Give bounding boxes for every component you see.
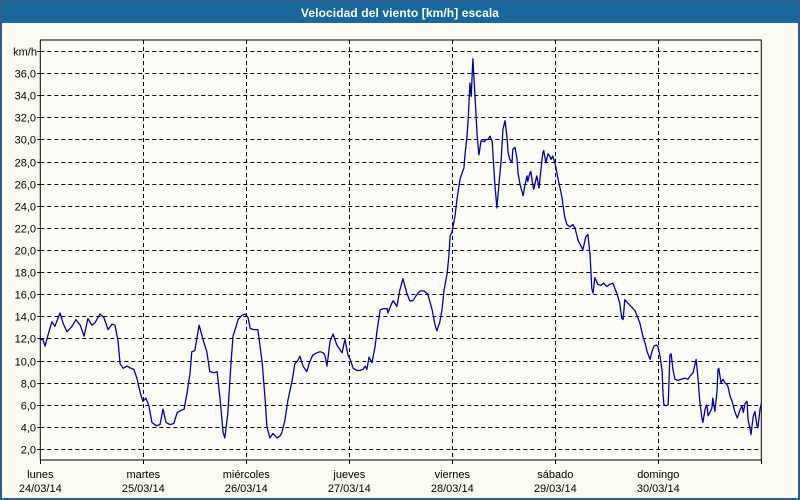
y-tick-label: 24,0 <box>15 202 36 214</box>
y-tick-label: 14,0 <box>15 312 36 324</box>
y-tick-label: 22,0 <box>15 224 36 236</box>
y-tick-label: 18,0 <box>15 268 36 280</box>
y-axis-unit-label: km/h <box>13 47 37 59</box>
y-tick-label: 6,0 <box>21 401 36 413</box>
day-name-label: jueves <box>332 469 365 481</box>
y-tick-label: 10,0 <box>15 357 36 369</box>
day-date-label: 27/03/14 <box>328 483 371 495</box>
y-tick-label: 4,0 <box>21 423 36 435</box>
y-tick-label: 30,0 <box>15 135 36 147</box>
y-tick-label: 2,0 <box>21 445 36 457</box>
day-name-label: viernes <box>435 469 471 481</box>
day-date-label: 25/03/14 <box>122 483 165 495</box>
day-date-label: 28/03/14 <box>431 483 474 495</box>
y-tick-label: 36,0 <box>15 69 36 81</box>
y-tick-label: 16,0 <box>15 290 36 302</box>
plot-border <box>39 39 762 461</box>
day-date-label: 30/03/14 <box>637 483 680 495</box>
day-date-label: 24/03/14 <box>19 483 62 495</box>
title-bar: Velocidad del viento [km/h] escala <box>2 2 798 23</box>
day-name-label: sábado <box>537 469 573 481</box>
wind-speed-line <box>39 58 762 439</box>
y-tick-label: 26,0 <box>15 180 36 192</box>
chart-title: Velocidad del viento [km/h] escala <box>300 5 500 20</box>
y-tick-label: 20,0 <box>15 246 36 258</box>
y-tick-label: 28,0 <box>15 158 36 170</box>
day-date-label: 29/03/14 <box>534 483 577 495</box>
y-tick-label: 12,0 <box>15 334 36 346</box>
wind-speed-chart: 2,0 4,0 6,0 8,0 10,0 12,0 14,0 16,0 18,0 20,0 22,0… <box>13 39 762 495</box>
y-tick-label: 32,0 <box>15 113 36 125</box>
day-name-label: lunes <box>27 469 54 481</box>
day-date-label: 26/03/14 <box>225 483 268 495</box>
y-tick-label: 34,0 <box>15 91 36 103</box>
day-name-label: domingo <box>637 469 679 481</box>
day-name-label: martes <box>126 469 160 481</box>
day-name-label: miércoles <box>223 469 271 481</box>
y-tick-label: 8,0 <box>21 379 36 391</box>
